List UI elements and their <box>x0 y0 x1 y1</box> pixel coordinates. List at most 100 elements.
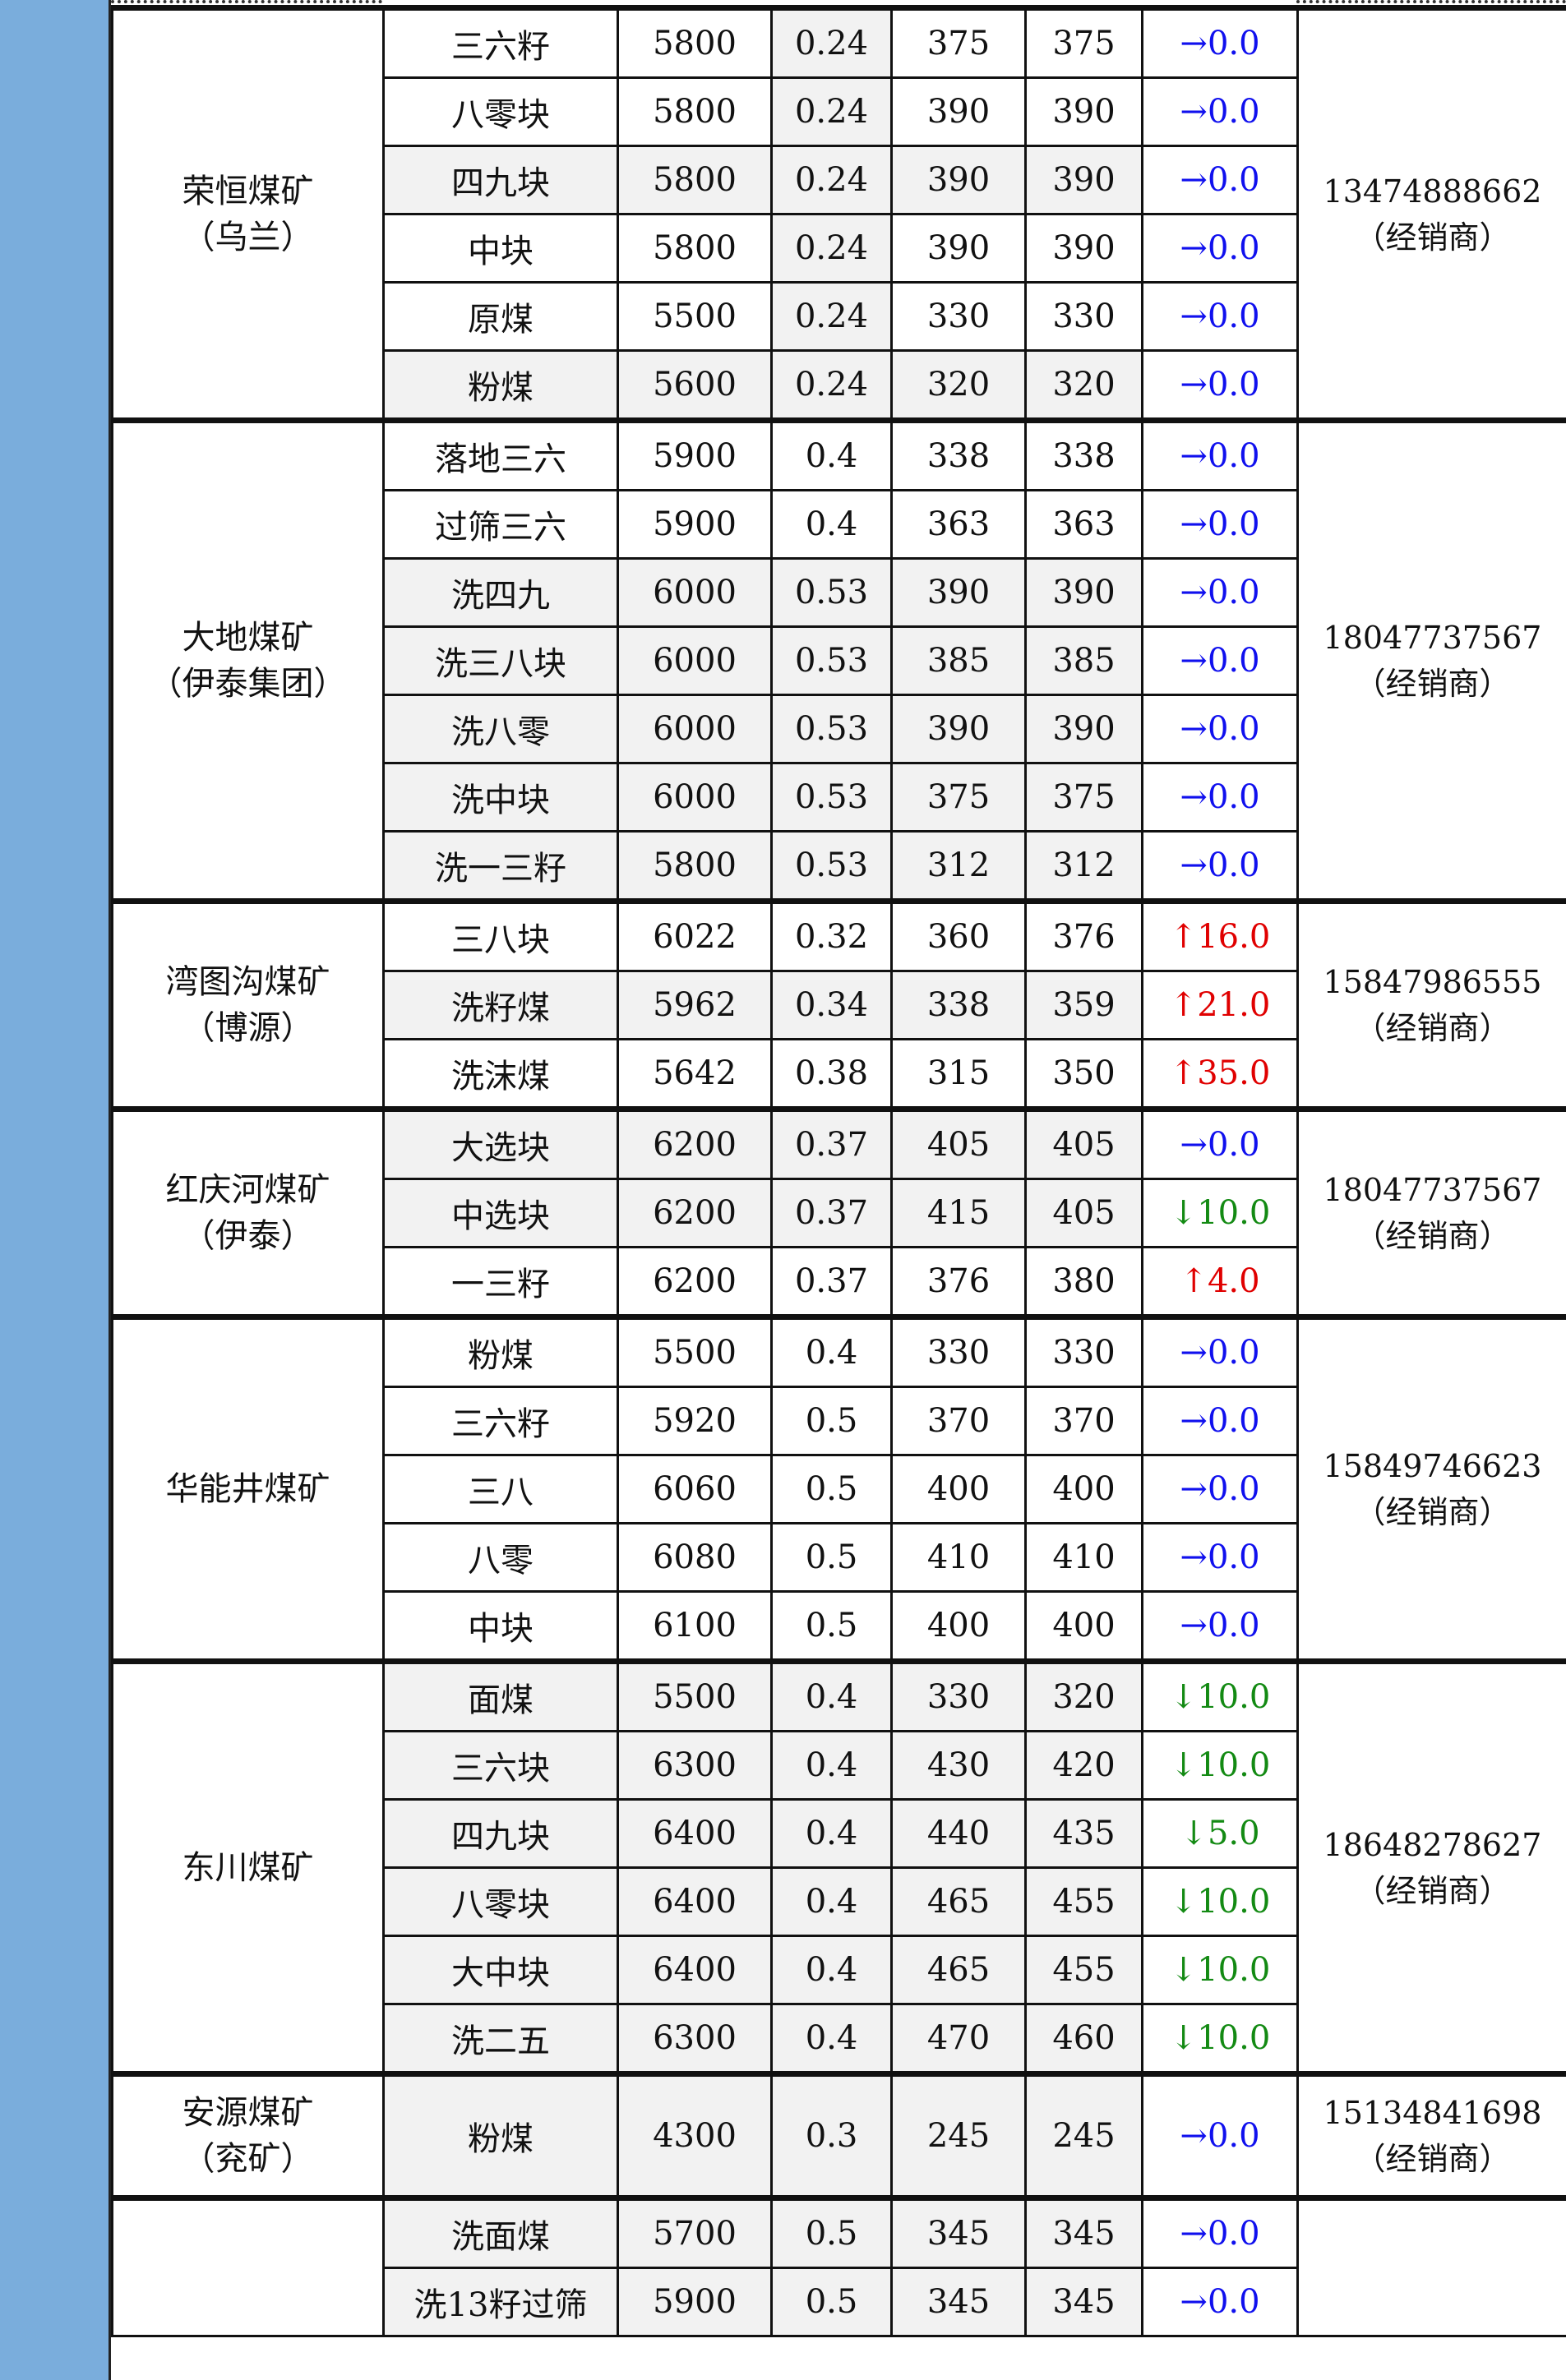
table-row: 湾图沟煤矿 （博源） 三八块 6022 0.32 360 376 ↑16.0 158479865… <box>111 898 1566 1110</box>
current-price-cell: 345 <box>1024 2267 1143 2337</box>
price-change-cell: →0.0 <box>1141 5 1299 79</box>
current-price-cell: 338 <box>1024 417 1143 491</box>
change-value: 0.0 <box>1207 161 1260 199</box>
current-price-cell: 363 <box>1024 489 1143 560</box>
sulfur-cell: 0.24 <box>770 76 893 147</box>
product-cell: 洗籽煤 <box>382 970 619 1040</box>
sulfur-cell: 0.32 <box>770 898 893 972</box>
previous-price-cell: 375 <box>890 762 1027 833</box>
calorific-value-cell: 6400 <box>617 1935 773 2005</box>
trend-flat-arrow-icon: → <box>1180 1126 1208 1164</box>
sulfur-cell: 0.4 <box>770 1658 893 1732</box>
change-value: 35.0 <box>1197 1054 1271 1092</box>
trend-flat-arrow-icon: → <box>1180 2283 1208 2321</box>
change-value: 0.0 <box>1207 2117 1260 2155</box>
calorific-value-cell: 5800 <box>617 76 773 147</box>
current-price-cell: 460 <box>1024 2003 1143 2075</box>
price-change-cell: ↓10.0 <box>1141 1935 1299 2005</box>
sulfur-cell: 0.37 <box>770 1106 893 1180</box>
trend-flat-arrow-icon: → <box>1180 1402 1208 1440</box>
trend-flat-arrow-icon: → <box>1180 1334 1208 1372</box>
trend-flat-arrow-icon: → <box>1180 298 1208 335</box>
product-cell: 大中块 <box>382 1935 619 2005</box>
contact-cell <box>1296 2195 1566 2337</box>
current-price-cell: 390 <box>1024 145 1143 215</box>
contact-phone: 13474888662 <box>1323 173 1542 210</box>
mine-owner: （伊泰集团） <box>149 665 347 703</box>
price-change-cell: →0.0 <box>1141 2267 1299 2337</box>
trend-down-arrow-icon: ↓ <box>1169 1678 1198 1716</box>
change-value: 10.0 <box>1197 1951 1271 1989</box>
table-row: 八零块 6400 0.4 465 455 ↓10.0 <box>113 1866 1566 1937</box>
table-row: 洗四九 6000 0.53 390 390 →0.0 <box>113 557 1566 628</box>
sulfur-cell: 0.5 <box>770 2195 893 2269</box>
previous-price-cell: 376 <box>890 1246 1027 1318</box>
sulfur-cell: 0.5 <box>770 2267 893 2337</box>
change-value: 0.0 <box>1207 846 1260 884</box>
trend-flat-arrow-icon: → <box>1180 710 1208 748</box>
price-change-cell: ↑16.0 <box>1141 898 1299 972</box>
change-value: 0.0 <box>1207 366 1260 404</box>
calorific-value-cell: 5900 <box>617 489 773 560</box>
current-price-cell: 390 <box>1024 76 1143 147</box>
product-cell: 洗面煤 <box>382 2195 619 2269</box>
price-change-cell: ↑35.0 <box>1141 1038 1299 1110</box>
calorific-value-cell: 5800 <box>617 213 773 284</box>
current-price-cell: 350 <box>1024 1038 1143 1110</box>
trend-down-arrow-icon: ↓ <box>1169 1951 1198 1989</box>
mine-name: 红庆河煤矿 <box>165 1171 330 1209</box>
table-row: 红庆河煤矿 （伊泰） 大选块 6200 0.37 405 405 →0.0 1804773756… <box>111 1106 1566 1318</box>
contact-role: （经销商） <box>1354 1494 1511 1530</box>
change-value: 0.0 <box>1207 2283 1260 2321</box>
previous-price-cell: 400 <box>890 1454 1027 1524</box>
previous-price-cell: 338 <box>890 417 1027 491</box>
calorific-value-cell: 5900 <box>617 2267 773 2337</box>
current-price-cell: 370 <box>1024 1386 1143 1456</box>
top-dotted-border <box>1296 0 1566 8</box>
trend-flat-arrow-icon: → <box>1180 161 1208 199</box>
calorific-value-cell: 5800 <box>617 830 773 902</box>
current-price-cell: 390 <box>1024 213 1143 284</box>
mine-name-cell <box>111 2195 385 2337</box>
calorific-value-cell: 6400 <box>617 1798 773 1869</box>
current-price-cell: 455 <box>1024 1866 1143 1937</box>
price-change-cell: →0.0 <box>1141 417 1299 491</box>
price-change-cell: →0.0 <box>1141 1590 1299 1663</box>
current-price-cell: 400 <box>1024 1454 1143 1524</box>
sulfur-cell: 0.24 <box>770 349 893 422</box>
change-value: 0.0 <box>1207 642 1260 680</box>
table-row: 原煤 5500 0.24 330 330 →0.0 <box>113 281 1566 352</box>
contact-cell: 13474888662 （经销商） <box>1296 5 1566 422</box>
mine-owner: （伊泰） <box>182 1217 314 1255</box>
contact-role: （经销商） <box>1354 219 1511 256</box>
sulfur-cell: 0.38 <box>770 1038 893 1110</box>
price-change-cell: ↑21.0 <box>1141 970 1299 1040</box>
table-row: 中块 6100 0.5 400 400 →0.0 <box>113 1590 1566 1663</box>
product-cell: 大选块 <box>382 1106 619 1180</box>
change-value: 0.0 <box>1207 1470 1260 1508</box>
change-value: 10.0 <box>1197 1746 1271 1784</box>
previous-price-cell: 245 <box>890 2071 1027 2199</box>
mine-owner: （兖矿） <box>182 2140 314 2178</box>
current-price-cell: 455 <box>1024 1935 1143 2005</box>
change-value: 10.0 <box>1197 1678 1271 1716</box>
product-cell: 洗四九 <box>382 557 619 628</box>
current-price-cell: 435 <box>1024 1798 1143 1869</box>
previous-price-cell: 390 <box>890 213 1027 284</box>
price-change-cell: ↓10.0 <box>1141 1730 1299 1801</box>
current-price-cell: 312 <box>1024 830 1143 902</box>
calorific-value-cell: 6100 <box>617 1590 773 1663</box>
change-value: 0.0 <box>1207 298 1260 335</box>
calorific-value-cell: 6000 <box>617 625 773 696</box>
calorific-value-cell: 6080 <box>617 1522 773 1593</box>
previous-price-cell: 415 <box>890 1178 1027 1248</box>
sulfur-cell: 0.5 <box>770 1454 893 1524</box>
trend-down-arrow-icon: ↓ <box>1169 1194 1198 1232</box>
product-cell: 三八块 <box>382 898 619 972</box>
current-price-cell: 410 <box>1024 1522 1143 1593</box>
table-row: 洗中块 6000 0.53 375 375 →0.0 <box>113 762 1566 833</box>
current-price-cell: 359 <box>1024 970 1143 1040</box>
current-price-cell: 405 <box>1024 1178 1143 1248</box>
table-row: 大中块 6400 0.4 465 455 ↓10.0 <box>113 1935 1566 2005</box>
current-price-cell: 385 <box>1024 625 1143 696</box>
